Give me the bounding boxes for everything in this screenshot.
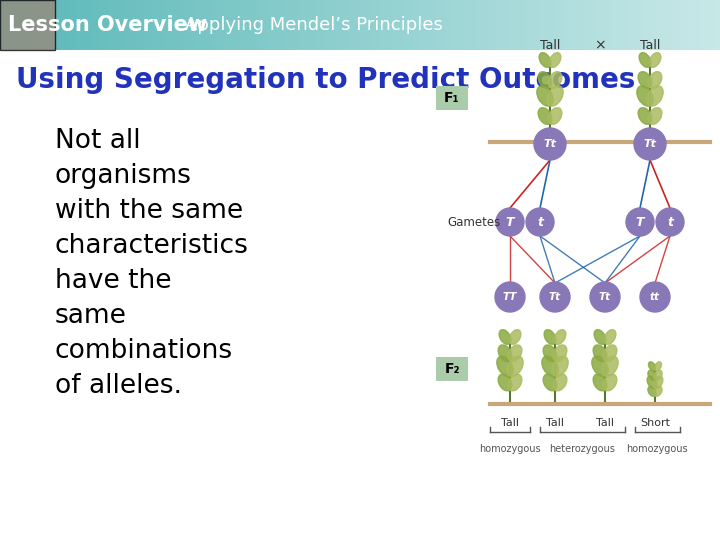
Ellipse shape (553, 374, 567, 391)
Ellipse shape (604, 329, 616, 345)
Ellipse shape (649, 52, 661, 68)
Ellipse shape (542, 356, 558, 376)
Circle shape (540, 282, 570, 312)
Ellipse shape (647, 376, 657, 388)
Ellipse shape (638, 107, 652, 124)
Ellipse shape (554, 329, 566, 345)
Ellipse shape (507, 356, 523, 376)
Ellipse shape (648, 386, 656, 396)
Ellipse shape (548, 107, 562, 124)
Ellipse shape (593, 345, 607, 362)
Ellipse shape (537, 86, 553, 106)
Text: ×: × (594, 38, 606, 52)
Ellipse shape (546, 86, 563, 106)
Ellipse shape (594, 329, 606, 345)
Text: Tall: Tall (596, 418, 614, 428)
Ellipse shape (553, 345, 567, 362)
FancyBboxPatch shape (436, 86, 468, 110)
Text: Gametes: Gametes (447, 215, 500, 228)
Text: Tt: Tt (544, 139, 557, 149)
Ellipse shape (539, 52, 551, 68)
Ellipse shape (538, 107, 552, 124)
Circle shape (526, 208, 554, 236)
Circle shape (496, 208, 524, 236)
Ellipse shape (654, 362, 662, 370)
Ellipse shape (649, 362, 655, 370)
Ellipse shape (638, 72, 652, 89)
Text: TT: TT (503, 292, 517, 302)
Ellipse shape (543, 345, 557, 362)
Text: heterozygous: heterozygous (549, 444, 615, 454)
Text: F₂: F₂ (444, 362, 460, 376)
Ellipse shape (498, 374, 512, 391)
Text: F₁: F₁ (444, 91, 460, 105)
Circle shape (534, 128, 566, 160)
Text: Tt: Tt (599, 292, 611, 302)
Ellipse shape (593, 374, 607, 391)
Text: t: t (667, 215, 673, 228)
Ellipse shape (636, 86, 653, 106)
Text: Lesson Overview: Lesson Overview (8, 15, 207, 35)
Circle shape (590, 282, 620, 312)
Ellipse shape (648, 107, 662, 124)
Ellipse shape (602, 356, 618, 376)
Ellipse shape (544, 329, 556, 345)
Circle shape (626, 208, 654, 236)
Text: t: t (537, 215, 543, 228)
Text: Tall: Tall (640, 39, 660, 52)
Text: Applying Mendel’s Principles: Applying Mendel’s Principles (185, 16, 443, 34)
Circle shape (640, 282, 670, 312)
FancyBboxPatch shape (0, 0, 55, 50)
Circle shape (656, 208, 684, 236)
Text: homozygous: homozygous (480, 444, 541, 454)
Text: Short: Short (640, 418, 670, 428)
Ellipse shape (538, 72, 552, 89)
Ellipse shape (648, 72, 662, 89)
Ellipse shape (592, 356, 608, 376)
Ellipse shape (508, 345, 522, 362)
Ellipse shape (499, 329, 511, 345)
Text: tt: tt (650, 292, 660, 302)
Ellipse shape (653, 376, 663, 388)
Text: Tall: Tall (501, 418, 519, 428)
Ellipse shape (498, 345, 512, 362)
Ellipse shape (552, 356, 568, 376)
Text: Tt: Tt (549, 292, 561, 302)
Text: Tall: Tall (546, 418, 564, 428)
Ellipse shape (654, 386, 662, 396)
Text: Not all
organisms
with the same
characteristics
have the
same
combinations
of al: Not all organisms with the same characte… (55, 127, 249, 399)
Ellipse shape (647, 86, 663, 106)
Text: T: T (636, 215, 644, 228)
Text: Using Segregation to Predict Outcomes: Using Segregation to Predict Outcomes (16, 66, 635, 93)
Text: homozygous: homozygous (626, 444, 688, 454)
Text: Tt: Tt (644, 139, 657, 149)
Ellipse shape (639, 52, 651, 68)
Circle shape (634, 128, 666, 160)
Text: Tall: Tall (540, 39, 560, 52)
Circle shape (495, 282, 525, 312)
Ellipse shape (508, 374, 522, 391)
Ellipse shape (497, 356, 513, 376)
Ellipse shape (654, 370, 662, 380)
Ellipse shape (548, 72, 562, 89)
Text: T: T (505, 215, 514, 228)
Ellipse shape (509, 329, 521, 345)
Ellipse shape (648, 370, 656, 380)
Ellipse shape (603, 374, 617, 391)
Ellipse shape (603, 345, 617, 362)
FancyBboxPatch shape (436, 357, 468, 381)
Ellipse shape (549, 52, 561, 68)
Ellipse shape (543, 374, 557, 391)
